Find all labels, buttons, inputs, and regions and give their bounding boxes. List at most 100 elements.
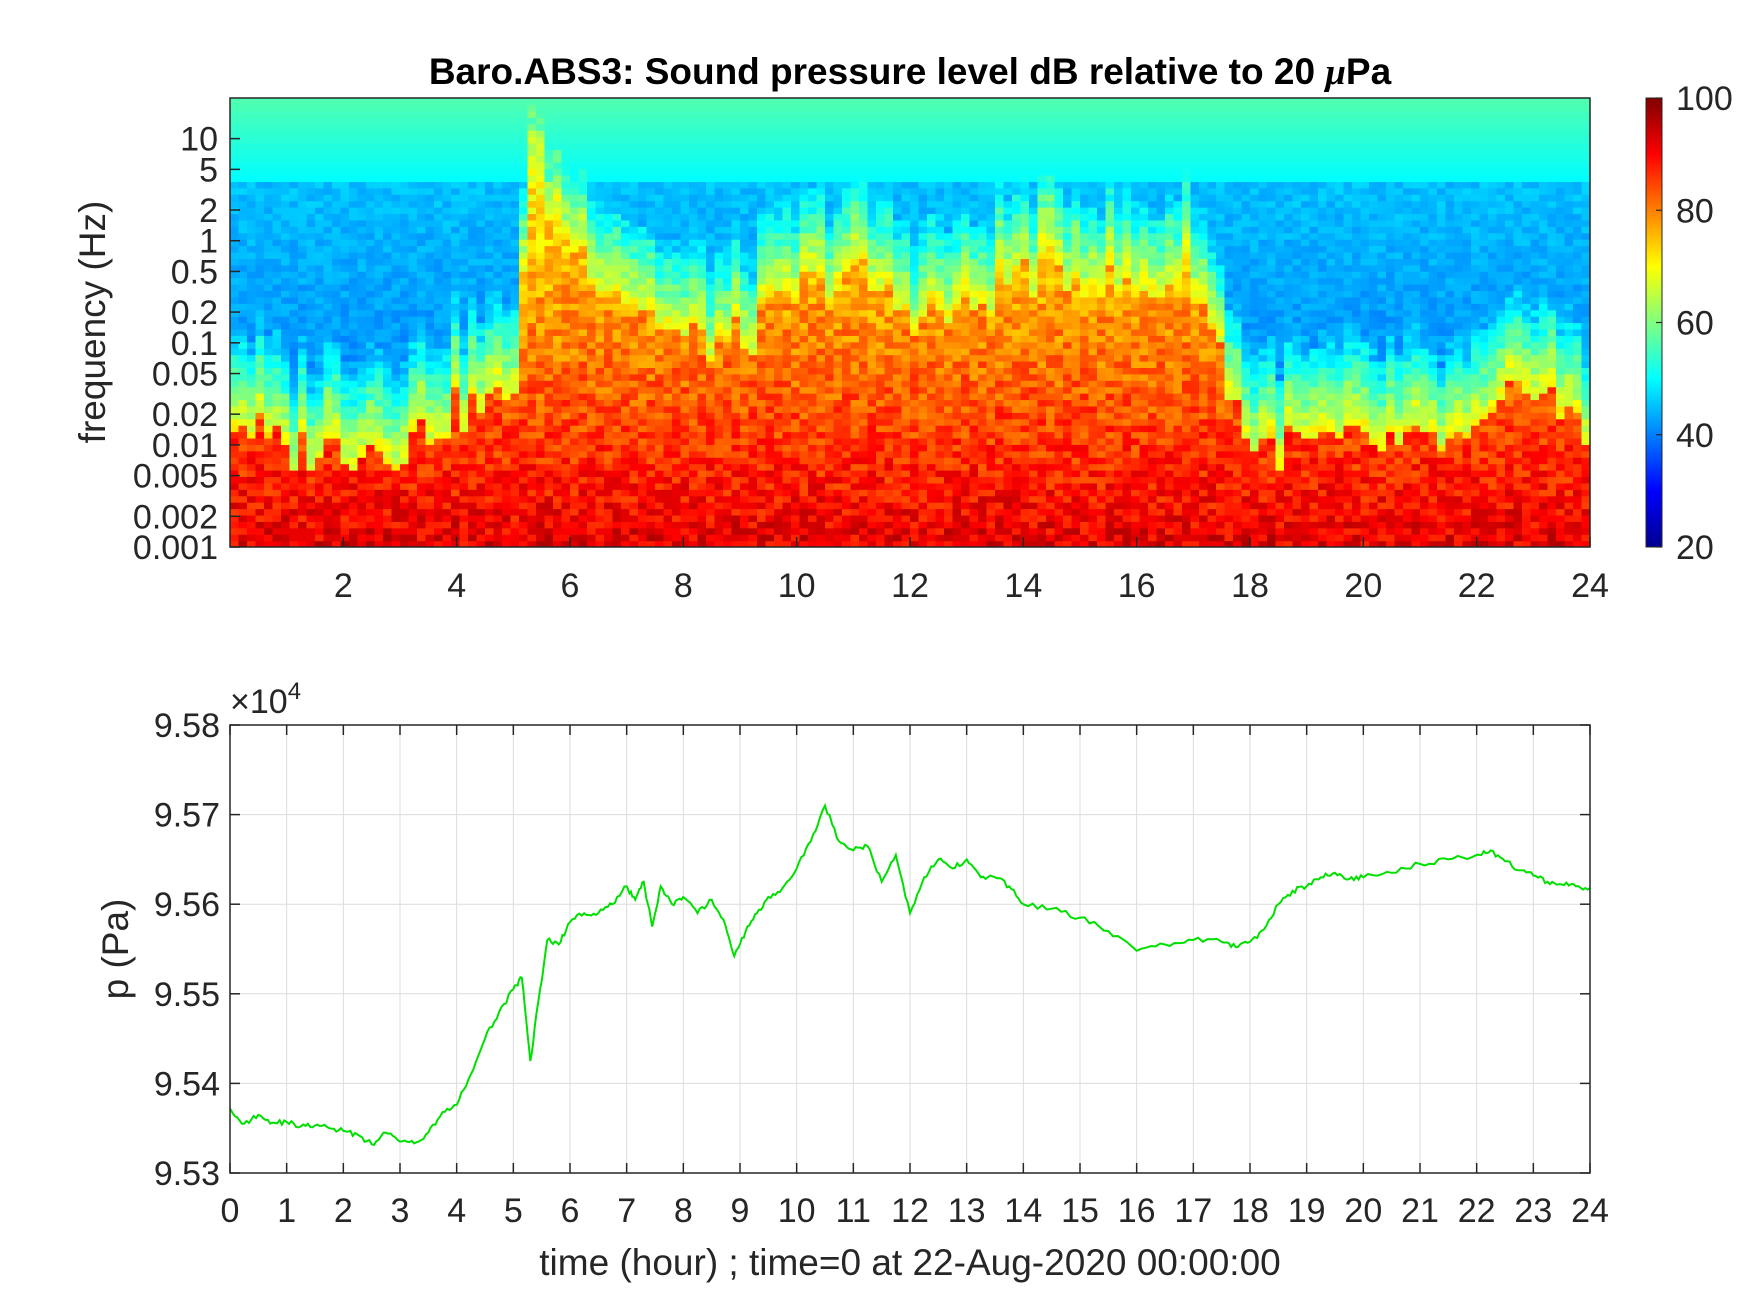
spectrogram-cell: [442, 412, 452, 420]
spectrogram-cell: [383, 476, 393, 484]
spectrogram-cell: [825, 213, 835, 221]
spectrogram-cell: [281, 168, 291, 176]
spectrogram-cell: [791, 232, 801, 240]
spectrogram-cell: [306, 431, 316, 439]
spectrogram-cell: [723, 489, 733, 497]
spectrogram-cell: [553, 380, 563, 388]
spectrogram-cell: [391, 232, 401, 240]
spectrogram-cell: [621, 386, 631, 394]
spectrogram-cell: [731, 213, 741, 221]
spectrogram-cell: [680, 514, 690, 522]
spectrogram-cell: [349, 405, 359, 413]
spectrogram-cell: [264, 110, 274, 118]
spectrogram-cell: [629, 213, 639, 221]
spectrogram-cell: [425, 367, 435, 375]
spectrogram-cell: [621, 540, 631, 547]
spectrogram-cell: [383, 386, 393, 394]
spectrogram-cell: [740, 348, 750, 356]
spectrogram-cell: [706, 393, 716, 401]
spectrogram-cell: [323, 502, 333, 510]
spectrogram-cell: [629, 168, 639, 176]
spectrogram-cell: [502, 104, 512, 112]
spectrogram-cell: [238, 476, 248, 484]
spectrogram-cell: [281, 476, 291, 484]
spectrogram-cell: [417, 284, 427, 292]
spectrogram-cell: [272, 110, 282, 118]
spectrogram-cell: [612, 309, 622, 317]
spectrogram-cell: [519, 418, 529, 426]
spectrogram-cell: [417, 437, 427, 445]
spectrogram-cell: [289, 405, 299, 413]
spectrogram-cell: [748, 117, 758, 125]
spectrogram-cell: [247, 360, 257, 368]
spectrogram-cell: [349, 373, 359, 381]
spectrogram-cell: [544, 136, 554, 144]
spectrogram-cell: [689, 508, 699, 516]
spectrogram-cell: [536, 489, 546, 497]
spectrogram-cell: [417, 322, 427, 330]
spectrogram-cell: [680, 328, 690, 336]
spectrogram-cell: [553, 534, 563, 542]
spectrogram-cell: [476, 476, 486, 484]
spectrogram-cell: [782, 155, 792, 163]
spectrogram-cell: [315, 367, 325, 375]
spectrogram-cell: [485, 437, 495, 445]
spectrogram-cell: [663, 316, 673, 324]
spectrogram-cell: [510, 117, 520, 125]
spectrogram-cell: [230, 168, 240, 176]
spectrogram-cell: [264, 534, 274, 542]
spectrogram-cell: [238, 174, 248, 182]
spectrogram-cell: [612, 168, 622, 176]
spectrogram-cell: [731, 123, 741, 131]
spectrogram-cell: [672, 399, 682, 407]
spectrogram-cell: [757, 251, 767, 259]
spectrogram-cell: [689, 495, 699, 503]
spectrogram-cell: [468, 168, 478, 176]
spectrogram-cell: [646, 136, 656, 144]
spectrogram-cell: [782, 348, 792, 356]
spectrogram-cell: [468, 431, 478, 439]
spectrogram-cell: [366, 168, 376, 176]
spectrogram-cell: [340, 264, 350, 272]
spectrogram-cell: [425, 386, 435, 394]
spectrogram-cell: [391, 200, 401, 208]
spectrogram-cell: [612, 412, 622, 420]
spectrogram-cell: [757, 142, 767, 150]
spectrogram-cell: [638, 367, 648, 375]
spectrogram-cell: [238, 463, 248, 471]
spectrogram-cell: [672, 463, 682, 471]
spectrogram-cell: [561, 117, 571, 125]
spectrogram-cell: [247, 174, 257, 182]
spectrogram-cell: [281, 296, 291, 304]
spectrogram-cell: [230, 437, 240, 445]
spectrogram-cell: [332, 194, 342, 202]
spectrogram-cell: [544, 425, 554, 433]
spectrogram-cell: [357, 399, 367, 407]
spectrogram-cell: [833, 457, 843, 465]
spectrogram-cell: [799, 322, 809, 330]
spectrogram-cell: [782, 117, 792, 125]
spectrogram-cell: [408, 444, 418, 452]
spectrogram-cell: [315, 399, 325, 407]
spectrogram-cell: [629, 393, 639, 401]
spectrogram-cell: [629, 181, 639, 189]
spectrogram-cell: [230, 335, 240, 343]
spectrogram-cell: [468, 309, 478, 317]
spectrogram-cell: [255, 508, 265, 516]
spectrogram-cell: [442, 187, 452, 195]
spectrogram-cell: [672, 284, 682, 292]
spectrogram-cell: [663, 149, 673, 157]
spectrogram-cell: [306, 393, 316, 401]
spectrogram-cell: [612, 482, 622, 490]
spectrogram-cell: [349, 470, 359, 478]
spectrogram-cell: [264, 162, 274, 170]
spectrogram-cell: [255, 98, 265, 106]
spectrogram-cell: [247, 251, 257, 259]
spectrogram-cell: [570, 296, 580, 304]
spectrogram-cell: [553, 117, 563, 125]
spectrogram-cell: [255, 437, 265, 445]
spectrogram-cell: [493, 168, 503, 176]
spectrogram-cell: [638, 328, 648, 336]
spectrogram-cell: [655, 98, 665, 106]
spectrogram-cell: [706, 476, 716, 484]
